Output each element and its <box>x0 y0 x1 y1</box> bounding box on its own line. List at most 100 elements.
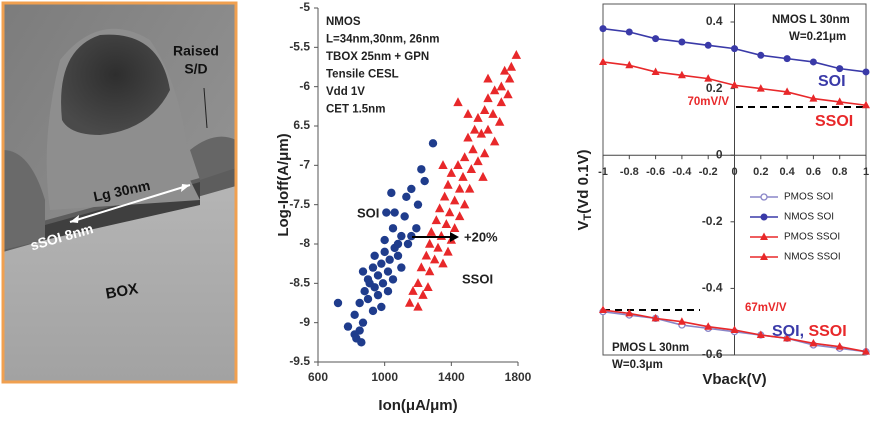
annotation: 67mV/V <box>745 302 787 314</box>
marker <box>412 224 421 233</box>
marker <box>783 87 792 95</box>
marker <box>783 333 792 342</box>
marker <box>454 211 465 221</box>
marker <box>360 287 369 296</box>
x-tick-label: 600 <box>308 370 328 384</box>
marker <box>449 195 460 205</box>
y-axis-label: VT(Vd 0.1V) <box>575 150 594 231</box>
marker <box>469 124 480 134</box>
marker <box>388 275 398 284</box>
marker <box>862 100 870 109</box>
marker <box>835 342 844 350</box>
marker <box>431 215 442 225</box>
legend-label: NMOS SSOI <box>784 252 841 263</box>
marker <box>390 208 399 217</box>
marker <box>382 208 391 217</box>
marker <box>433 242 443 252</box>
x-tick-label: -0.8 <box>620 166 639 178</box>
annotation: W=0.3μm <box>612 359 663 371</box>
marker <box>377 259 386 268</box>
marker <box>473 112 483 122</box>
marker <box>479 148 490 158</box>
marker <box>478 171 488 181</box>
line-label-group: SOI, SSOI <box>772 323 847 340</box>
annotation: L=34nm,30nm, 26nm <box>326 34 439 46</box>
legend-label: PMOS SSOI <box>784 232 840 243</box>
marker <box>453 97 463 107</box>
annotation: NMOS <box>326 16 361 28</box>
marker <box>760 232 768 240</box>
marker <box>677 70 686 79</box>
y-label-main: V <box>575 220 592 230</box>
x-tick-label: 1000 <box>371 370 398 384</box>
y-tick-label: -7.5 <box>289 197 310 211</box>
marker <box>496 81 507 91</box>
marker <box>453 160 463 170</box>
annotation: Vdd 1V <box>326 86 365 98</box>
marker <box>809 58 817 66</box>
y-tick-label: -6 <box>299 79 310 93</box>
marker <box>424 266 435 276</box>
x-tick-label: -0.2 <box>699 166 718 178</box>
marker <box>468 144 478 154</box>
y-label-rest: (Vd 0.1V) <box>575 150 592 214</box>
marker <box>363 294 373 304</box>
marker <box>373 271 383 280</box>
image-label: BOX <box>104 280 139 302</box>
marker <box>494 116 505 126</box>
marker <box>423 282 433 291</box>
marker <box>730 80 739 89</box>
marker <box>416 262 427 272</box>
x-axis-label: Vback(V) <box>702 371 766 388</box>
marker <box>370 251 379 260</box>
marker <box>835 97 844 105</box>
marker <box>496 97 507 107</box>
line-label: SOI <box>818 73 846 90</box>
marker <box>757 51 765 59</box>
marker <box>439 191 450 201</box>
marker <box>730 325 739 334</box>
y-tick-label: -8 <box>299 236 310 250</box>
marker <box>413 200 423 209</box>
marker <box>377 302 386 312</box>
x-tick-label: 0.2 <box>753 166 768 178</box>
marker <box>599 25 607 33</box>
annotation: W=0.21μm <box>789 31 846 43</box>
x-axis-label: Ion(μA/μm) <box>378 397 457 414</box>
x-tick-label: -0.4 <box>672 166 692 178</box>
y-tick-label: 0.2 <box>706 81 723 95</box>
marker <box>489 136 500 146</box>
marker <box>651 313 660 322</box>
marker <box>443 179 453 189</box>
marker <box>862 68 870 76</box>
marker <box>408 286 418 295</box>
marker <box>428 139 438 148</box>
marker <box>704 74 713 82</box>
marker <box>625 28 633 36</box>
marker <box>380 247 389 257</box>
y-axis-label: Log-Ioff(A/μm) <box>275 133 292 236</box>
marker <box>756 330 765 339</box>
y-tick-label: 6.5 <box>293 118 310 132</box>
y-tick-label: 0.4 <box>706 14 723 28</box>
sd-pointer <box>203 87 208 129</box>
marker <box>476 128 487 138</box>
marker <box>756 84 765 92</box>
marker <box>352 334 361 343</box>
marker <box>464 183 475 193</box>
image-label: S/D <box>184 61 207 77</box>
annotation: Tensile CESL <box>326 69 399 81</box>
marker <box>441 219 452 229</box>
marker <box>760 252 768 260</box>
x-tick-label: -0.6 <box>646 166 665 178</box>
marker <box>438 258 448 268</box>
line-label: , <box>800 323 809 340</box>
x-tick-label: -1 <box>598 166 608 178</box>
marker <box>387 188 396 198</box>
marker <box>504 73 515 83</box>
y-tick-label: -9.5 <box>289 354 310 368</box>
marker <box>393 239 403 249</box>
tem-image: Raised S/D Lg 30nm sSOI 8nm BOX <box>1 1 238 384</box>
marker <box>426 227 437 236</box>
marker <box>809 94 818 102</box>
